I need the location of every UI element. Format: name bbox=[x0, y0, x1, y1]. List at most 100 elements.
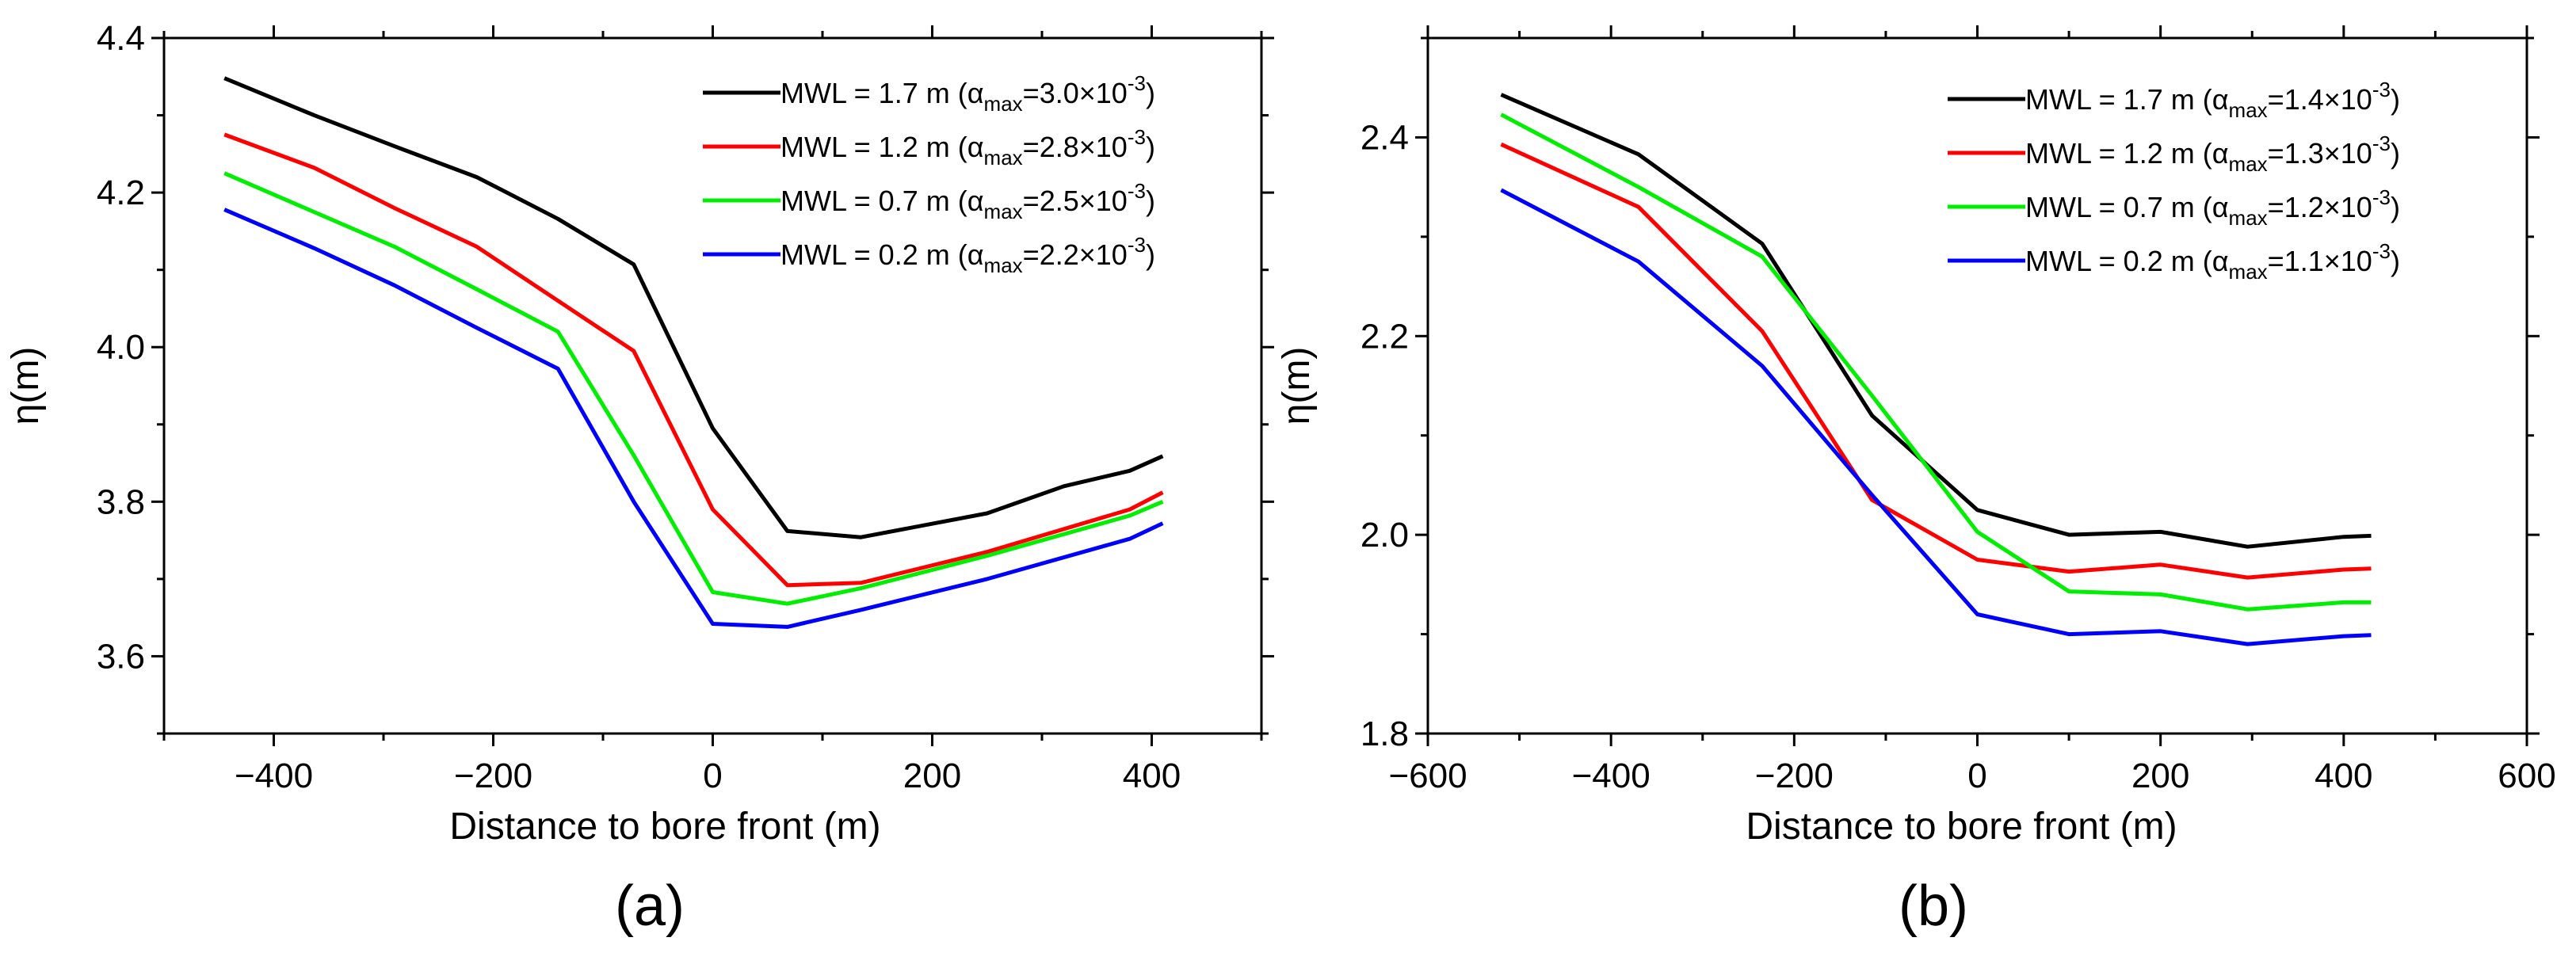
series-line-02 bbox=[1500, 188, 2372, 646]
legend-paren-close: ) bbox=[1146, 238, 1155, 271]
legend-paren-close: ) bbox=[2391, 137, 2400, 170]
x-tick-label: −400 bbox=[1572, 756, 1651, 795]
legend-exponent: -3 bbox=[1128, 179, 1146, 203]
x-tick-label: 0 bbox=[703, 756, 722, 795]
series-line-12 bbox=[223, 132, 1164, 588]
legend-paren-close: ) bbox=[2391, 83, 2400, 116]
legend-exponent: -3 bbox=[1128, 233, 1146, 257]
y-tick-label: 2.0 bbox=[1361, 516, 1409, 555]
legend-subscript: max bbox=[2229, 152, 2268, 176]
series-line-12 bbox=[1500, 142, 2372, 580]
y-tick-label: 3.6 bbox=[97, 637, 145, 676]
x-axis-title: Distance to bore front (m) bbox=[449, 806, 880, 848]
legend-entry: MWL = 0.2 m (αmax=2.2×10-3) bbox=[780, 233, 1155, 277]
y-tick-label: 1.8 bbox=[1361, 715, 1409, 753]
y-axis-title: η(m) bbox=[5, 347, 47, 425]
legend-alpha-value: 1.4×10 bbox=[2284, 83, 2372, 116]
x-tick-label: 400 bbox=[1123, 756, 1181, 795]
series-line-17 bbox=[223, 76, 1164, 539]
legend-eq: = bbox=[2268, 191, 2284, 223]
legend-alpha-value: 2.5×10 bbox=[1040, 185, 1128, 217]
legend-name: MWL = 1.7 m bbox=[780, 77, 950, 109]
x-tick-label: −200 bbox=[454, 756, 532, 795]
x-tick-label: 200 bbox=[903, 756, 961, 795]
legend-eq: = bbox=[1023, 131, 1040, 163]
y-tick-label: 2.4 bbox=[1361, 118, 1409, 157]
legend-name: MWL = 1.2 m bbox=[2025, 137, 2195, 170]
legend-eq: = bbox=[1023, 238, 1040, 271]
legend-paren-open: (α bbox=[950, 77, 984, 109]
legend-alpha-value: 1.2×10 bbox=[2284, 191, 2372, 223]
legend-entry: MWL = 0.2 m (αmax=1.1×10-3) bbox=[2025, 239, 2400, 284]
legend-subscript: max bbox=[2229, 98, 2268, 122]
legend-name: MWL = 0.7 m bbox=[780, 185, 950, 217]
series-line-17 bbox=[1500, 93, 2372, 549]
legend-entry: MWL = 1.7 m (αmax=1.4×10-3) bbox=[2025, 78, 2400, 122]
legend-exponent: -3 bbox=[2372, 239, 2391, 263]
x-tick-label: −400 bbox=[235, 756, 313, 795]
legend-eq: = bbox=[2268, 83, 2284, 116]
legend-paren-close: ) bbox=[2391, 245, 2400, 277]
panel-label: (b) bbox=[1899, 875, 1968, 938]
x-tick-label: 0 bbox=[1967, 756, 1986, 795]
legend-paren-open: (α bbox=[2195, 245, 2229, 277]
legend-subscript: max bbox=[2229, 206, 2268, 230]
x-tick-label: 200 bbox=[2131, 756, 2189, 795]
legend-entry: MWL = 1.2 m (αmax=1.3×10-3) bbox=[2025, 131, 2400, 176]
legend-eq: = bbox=[2268, 137, 2284, 170]
legend-subscript: max bbox=[2229, 260, 2268, 284]
legend-exponent: -3 bbox=[1128, 125, 1146, 149]
legend-paren-open: (α bbox=[2195, 191, 2229, 223]
legend-exponent: -3 bbox=[1128, 71, 1146, 95]
legend-alpha-value: 2.2×10 bbox=[1040, 238, 1128, 271]
chart-panel-b: −600 −400 −200 0 200 400 600 1.8 2.0 2.2 2.4 Distan… bbox=[1276, 25, 2556, 938]
legend-eq: = bbox=[1023, 77, 1040, 109]
series-line-07 bbox=[1500, 112, 2372, 612]
legend-paren-open: (α bbox=[950, 131, 984, 163]
legend-name: MWL = 1.2 m bbox=[780, 131, 950, 163]
legend-exponent: -3 bbox=[2372, 185, 2391, 209]
x-tick-label: −200 bbox=[1755, 756, 1834, 795]
legend-paren-close: ) bbox=[1146, 185, 1155, 217]
panel-label: (a) bbox=[615, 875, 685, 938]
legend-eq: = bbox=[1023, 185, 1040, 217]
legend-subscript: max bbox=[984, 253, 1023, 277]
legend-name: MWL = 0.2 m bbox=[2025, 245, 2195, 277]
chart-panel-a: −400 −200 0 200 400 3.6 3.8 4.0 4.2 4.4 Distance t… bbox=[5, 19, 1274, 938]
legend-name: MWL = 1.7 m bbox=[2025, 83, 2195, 116]
legend-entry: MWL = 1.2 m (αmax=2.8×10-3) bbox=[780, 125, 1155, 170]
legend-alpha-value: 1.3×10 bbox=[2284, 137, 2372, 170]
legend-paren-open: (α bbox=[950, 185, 984, 217]
y-tick-label: 2.2 bbox=[1361, 317, 1409, 356]
x-tick-label: −600 bbox=[1388, 756, 1467, 795]
y-axis-title: η(m) bbox=[1276, 347, 1318, 425]
legend-alpha-value: 3.0×10 bbox=[1040, 77, 1128, 109]
legend-paren-close: ) bbox=[1146, 77, 1155, 109]
x-axis-title: Distance to bore front (m) bbox=[1746, 806, 2177, 848]
legend-paren-close: ) bbox=[1146, 131, 1155, 163]
series-line-02 bbox=[223, 208, 1164, 629]
legend-name: MWL = 0.2 m bbox=[780, 238, 950, 271]
legend-alpha-value: 2.8×10 bbox=[1040, 131, 1128, 163]
legend-exponent: -3 bbox=[2372, 78, 2391, 101]
legend-subscript: max bbox=[984, 92, 1023, 116]
legend-subscript: max bbox=[984, 146, 1023, 170]
legend-alpha-value: 1.1×10 bbox=[2284, 245, 2372, 277]
legend-paren-open: (α bbox=[2195, 83, 2229, 116]
x-tick-label: 400 bbox=[2315, 756, 2372, 795]
legend-paren-open: (α bbox=[2195, 137, 2229, 170]
legend-entry: MWL = 0.7 m (αmax=1.2×10-3) bbox=[2025, 185, 2400, 230]
y-tick-label: 4.4 bbox=[97, 19, 145, 58]
legend-exponent: -3 bbox=[2372, 131, 2391, 155]
series-line-07 bbox=[223, 171, 1164, 606]
legend-paren-open: (α bbox=[950, 238, 984, 271]
y-tick-label: 3.8 bbox=[97, 482, 145, 521]
legend-eq: = bbox=[2268, 245, 2284, 277]
y-tick-label: 4.0 bbox=[97, 328, 145, 367]
x-tick-label: 600 bbox=[2498, 756, 2555, 795]
y-tick-label: 4.2 bbox=[97, 173, 145, 212]
legend-name: MWL = 0.7 m bbox=[2025, 191, 2195, 223]
legend-entry: MWL = 0.7 m (αmax=2.5×10-3) bbox=[780, 179, 1155, 223]
legend-entry: MWL = 1.7 m (αmax=3.0×10-3) bbox=[780, 71, 1155, 116]
